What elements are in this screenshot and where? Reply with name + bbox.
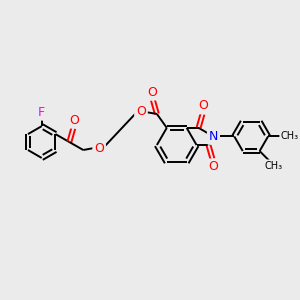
Text: CH₃: CH₃ [281, 131, 299, 141]
Text: N: N [209, 130, 218, 143]
Text: O: O [199, 100, 208, 112]
Text: O: O [136, 106, 146, 118]
Text: O: O [69, 114, 79, 127]
Text: O: O [147, 85, 157, 99]
Text: CH₃: CH₃ [265, 161, 283, 171]
Text: O: O [208, 160, 218, 173]
Text: F: F [38, 106, 45, 119]
Text: O: O [94, 142, 104, 154]
